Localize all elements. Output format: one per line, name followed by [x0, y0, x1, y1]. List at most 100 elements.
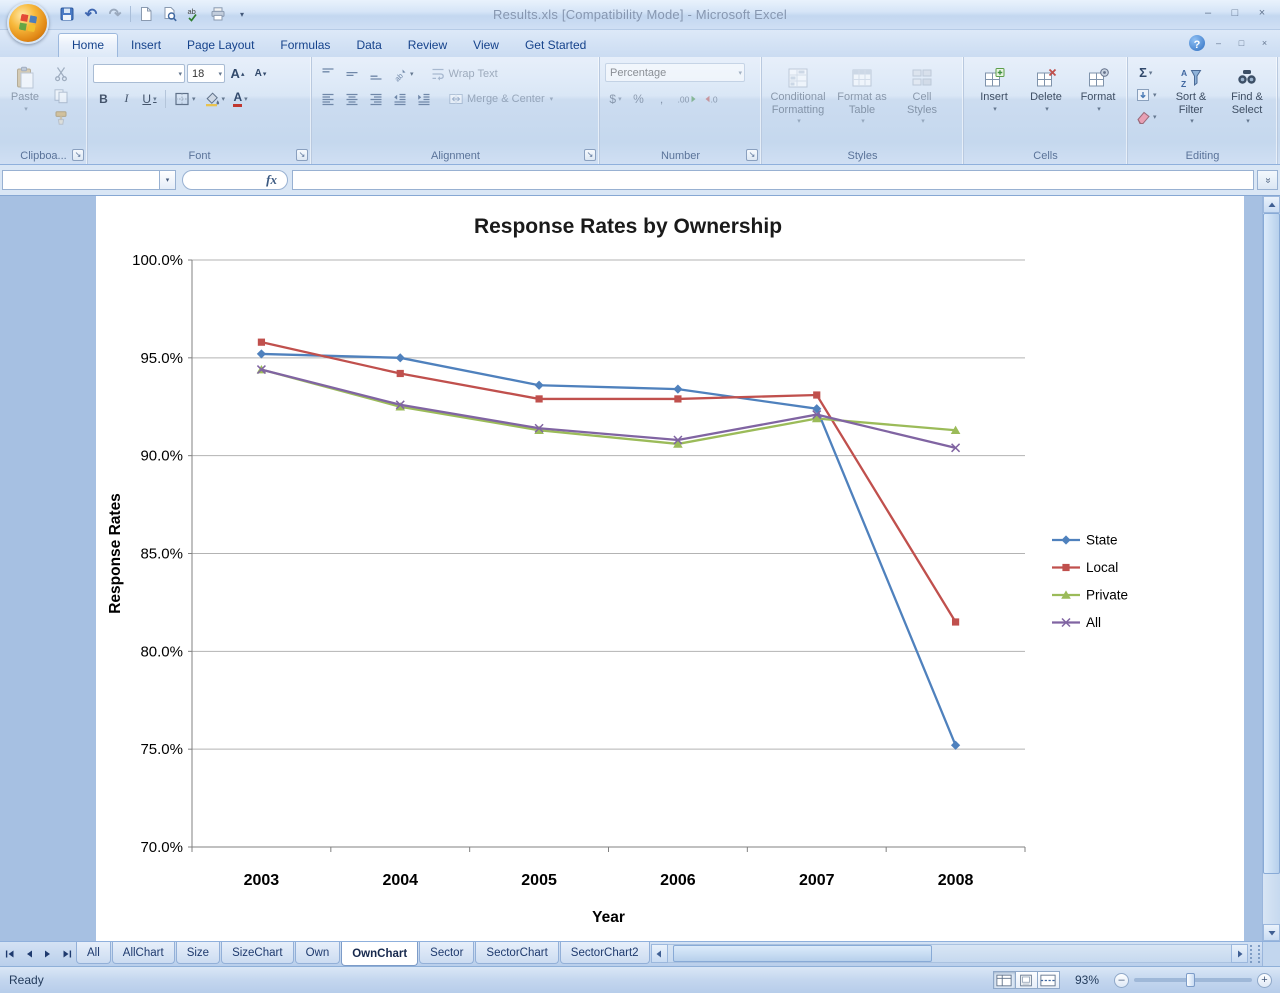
- customize-qat-button[interactable]: ▾: [231, 3, 253, 25]
- zoom-level[interactable]: 93%: [1074, 973, 1099, 987]
- redo-button[interactable]: ↷: [104, 3, 126, 25]
- vertical-scrollbar-thumb[interactable]: [1263, 213, 1280, 875]
- ribbon-tab-page-layout[interactable]: Page Layout: [187, 38, 255, 52]
- print-preview-button[interactable]: [159, 3, 181, 25]
- align-top-button[interactable]: [317, 63, 339, 84]
- last-sheet-button[interactable]: [57, 942, 76, 966]
- minimize-button[interactable]: –: [1196, 4, 1220, 21]
- number-format-combo[interactable]: Percentage ▾: [605, 63, 745, 82]
- zoom-out-button[interactable]: –: [1114, 972, 1129, 988]
- italic-button[interactable]: I: [116, 88, 137, 109]
- quick-print-button[interactable]: [207, 3, 229, 25]
- find-select-button[interactable]: Find & Select ▾: [1220, 62, 1274, 132]
- next-sheet-button[interactable]: [38, 942, 57, 966]
- fill-color-button[interactable]: ▾: [201, 88, 229, 109]
- vertical-scrollbar[interactable]: [1262, 196, 1280, 941]
- normal-view-button[interactable]: [992, 971, 1016, 989]
- sheet-tab-sizechart[interactable]: SizeChart: [221, 942, 294, 964]
- previous-sheet-button[interactable]: [19, 942, 38, 966]
- cut-button[interactable]: [50, 63, 72, 84]
- save-button[interactable]: [56, 3, 78, 25]
- grow-font-button[interactable]: A ▴: [227, 63, 248, 84]
- increase-decimal-button[interactable]: .00: [674, 88, 700, 109]
- sheet-tab-sectorchart2[interactable]: SectorChart2: [559, 942, 650, 964]
- insert-cells-button[interactable]: Insert ▾: [969, 62, 1019, 132]
- office-button[interactable]: [7, 2, 49, 44]
- workbook-restore-button[interactable]: □: [1232, 36, 1251, 50]
- sheet-tab-sectorchart[interactable]: SectorChart: [475, 942, 559, 964]
- new-document-button[interactable]: [135, 3, 157, 25]
- undo-button[interactable]: ↶: [80, 3, 102, 25]
- scroll-right-button[interactable]: [1231, 944, 1248, 963]
- decrease-indent-button[interactable]: [389, 88, 411, 109]
- name-box-dropdown[interactable]: ▾: [160, 170, 176, 190]
- align-left-button[interactable]: [317, 88, 339, 109]
- ribbon-tab-data[interactable]: Data: [356, 38, 382, 52]
- ribbon-tab-view[interactable]: View: [473, 38, 499, 52]
- sheet-tab-allchart[interactable]: AllChart: [111, 942, 175, 964]
- page-layout-view-button[interactable]: [1014, 971, 1038, 989]
- ribbon-tab-home[interactable]: Home: [58, 33, 119, 57]
- fill-button[interactable]: ▾: [1132, 84, 1160, 105]
- zoom-in-button[interactable]: +: [1257, 972, 1272, 988]
- percent-style-button[interactable]: %: [628, 88, 649, 109]
- font-name-combo[interactable]: ▾: [93, 64, 185, 83]
- clear-button[interactable]: ▾: [1132, 106, 1160, 127]
- shrink-font-button[interactable]: A ▾: [250, 63, 271, 84]
- font-size-combo[interactable]: 18 ▾: [187, 64, 225, 83]
- bold-button[interactable]: B: [93, 88, 114, 109]
- tab-split-handle[interactable]: [1250, 945, 1260, 963]
- sheet-tab-size[interactable]: Size: [175, 942, 221, 964]
- horizontal-scrollbar-track[interactable]: [667, 944, 1231, 963]
- sheet-tab-all[interactable]: All: [76, 942, 111, 964]
- zoom-slider-thumb[interactable]: [1185, 973, 1195, 987]
- copy-button[interactable]: [50, 85, 72, 106]
- sheet-tab-ownchart[interactable]: OwnChart: [341, 942, 419, 966]
- accounting-format-button[interactable]: $ ▾: [605, 88, 626, 109]
- increase-indent-button[interactable]: [413, 88, 435, 109]
- decrease-decimal-button[interactable]: .0: [702, 88, 728, 109]
- scroll-left-button[interactable]: [650, 944, 668, 963]
- cell-styles-button[interactable]: Cell Styles ▾: [895, 62, 949, 132]
- ribbon-tab-insert[interactable]: Insert: [131, 38, 162, 52]
- insert-function-button[interactable]: fx: [182, 170, 288, 190]
- chart-sheet[interactable]: 70.0% 75.0% 80.0% 85.0% 90.0% 95.0% 100.0% 2003…: [96, 196, 1244, 941]
- paste-button[interactable]: Paste ▾: [2, 62, 48, 132]
- align-right-button[interactable]: [365, 88, 387, 109]
- clipboard-dialog-launcher[interactable]: ↘: [72, 149, 84, 161]
- sheet-tab-own[interactable]: Own: [294, 942, 341, 964]
- conditional-formatting-button[interactable]: Conditional Formatting ▾: [767, 62, 829, 132]
- autosum-button[interactable]: Σ ▾: [1132, 62, 1160, 83]
- workbook-minimize-button[interactable]: –: [1209, 36, 1228, 50]
- format-painter-button[interactable]: [50, 107, 72, 128]
- alignment-dialog-launcher[interactable]: ↘: [584, 149, 596, 161]
- orientation-button[interactable]: ab ▾: [389, 63, 417, 84]
- format-as-table-button[interactable]: Format as Table ▾: [831, 62, 893, 132]
- ribbon-tab-get-started[interactable]: Get Started: [524, 38, 587, 52]
- wrap-text-button[interactable]: Wrap Text: [427, 63, 501, 84]
- spelling-button[interactable]: ab: [183, 3, 205, 25]
- horizontal-scrollbar-thumb[interactable]: [673, 945, 933, 962]
- page-break-view-button[interactable]: [1036, 971, 1060, 989]
- formula-input[interactable]: [292, 170, 1254, 190]
- ribbon-tab-formulas[interactable]: Formulas: [280, 38, 331, 52]
- workbook-close-button[interactable]: ×: [1255, 36, 1274, 50]
- font-dialog-launcher[interactable]: ↘: [296, 149, 308, 161]
- vertical-scrollbar-track[interactable]: [1263, 213, 1280, 924]
- comma-style-button[interactable]: ,: [651, 88, 672, 109]
- maximize-button[interactable]: □: [1223, 4, 1247, 21]
- name-box[interactable]: [2, 170, 160, 190]
- underline-button[interactable]: U ▾: [139, 88, 160, 109]
- delete-cells-button[interactable]: Delete ▾: [1021, 62, 1071, 132]
- first-sheet-button[interactable]: [0, 942, 19, 966]
- scroll-up-button[interactable]: [1263, 196, 1280, 213]
- format-cells-button[interactable]: Format ▾: [1073, 62, 1123, 132]
- align-center-button[interactable]: [341, 88, 363, 109]
- sheet-tab-sector[interactable]: Sector: [419, 942, 475, 964]
- expand-formula-bar-button[interactable]: »: [1257, 170, 1278, 190]
- number-dialog-launcher[interactable]: ↘: [746, 149, 758, 161]
- ribbon-tab-review[interactable]: Review: [407, 38, 448, 52]
- help-button[interactable]: ?: [1189, 35, 1205, 51]
- horizontal-scrollbar[interactable]: [650, 944, 1248, 963]
- align-bottom-button[interactable]: [365, 63, 387, 84]
